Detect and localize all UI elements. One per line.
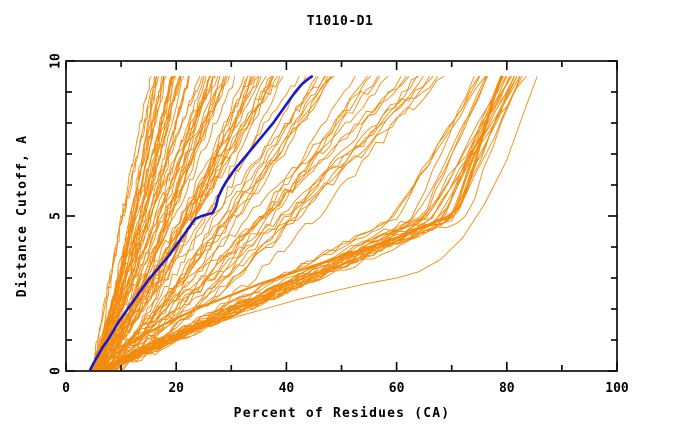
ensemble-curve [99, 76, 300, 370]
ensemble-curve [90, 76, 212, 370]
ensemble-curve [105, 76, 380, 370]
ensemble-curve [96, 76, 236, 370]
ensemble-outlier-curve [104, 76, 538, 370]
ensemble-curve [99, 76, 325, 370]
ensemble-curve [96, 76, 230, 370]
axis-tick-labels: 0 20 40 60 80 100 0 5 10 [49, 53, 629, 396]
ensemble-curve [96, 76, 438, 370]
ensemble-curve [107, 76, 420, 370]
ensemble-curve [100, 76, 510, 370]
x-tick-label: 40 [279, 381, 295, 396]
highlight-curve [88, 75, 314, 370]
ensemble-curve [97, 76, 260, 370]
ensemble-curve [100, 76, 335, 370]
ensemble-curve [102, 76, 407, 370]
y-axis-title: Distance Cutoff, A [15, 135, 30, 297]
ensemble-curve [102, 76, 515, 370]
x-axis-title: Percent of Residues (CA) [234, 406, 451, 421]
x-tick-label: 80 [499, 381, 515, 396]
ensemble-curve [97, 76, 215, 370]
ensemble-curve [108, 76, 249, 370]
ensemble-curve [107, 76, 389, 370]
ensemble-curve [100, 76, 260, 370]
x-tick-label: 60 [389, 381, 405, 396]
ensemble-curve [92, 76, 155, 370]
page-title: T1010-D1 [306, 14, 374, 29]
axis-ticks [65, 60, 618, 372]
ensemble-dense-band [95, 75, 503, 370]
series-background-ensemble [89, 75, 538, 370]
x-tick-label: 20 [168, 381, 184, 396]
ensemble-curve [101, 76, 518, 370]
ensemble-curve [92, 76, 174, 370]
ensemble-curve [99, 76, 281, 370]
ensemble-curve [93, 76, 245, 370]
x-tick-label: 0 [62, 381, 70, 396]
ensemble-curve [111, 76, 502, 370]
x-tick-label: 100 [605, 381, 629, 396]
ensemble-curve [110, 76, 503, 370]
ensemble-curve [98, 76, 333, 370]
ensemble-curve [96, 76, 410, 370]
ensemble-curve [92, 76, 252, 370]
ensemble-curve [96, 76, 207, 370]
y-tick-label: 0 [49, 367, 64, 375]
y-tick-label: 10 [49, 53, 64, 69]
ensemble-curve [121, 76, 434, 370]
ensemble-curve [104, 76, 521, 370]
ensemble-curve [105, 76, 284, 370]
y-tick-label: 5 [49, 212, 64, 220]
series-highlighted-prediction [88, 75, 314, 370]
ensemble-curve [98, 76, 152, 370]
ensemble-curve [102, 76, 273, 370]
ensemble-curve [100, 76, 521, 370]
ensemble-curve [90, 76, 173, 370]
